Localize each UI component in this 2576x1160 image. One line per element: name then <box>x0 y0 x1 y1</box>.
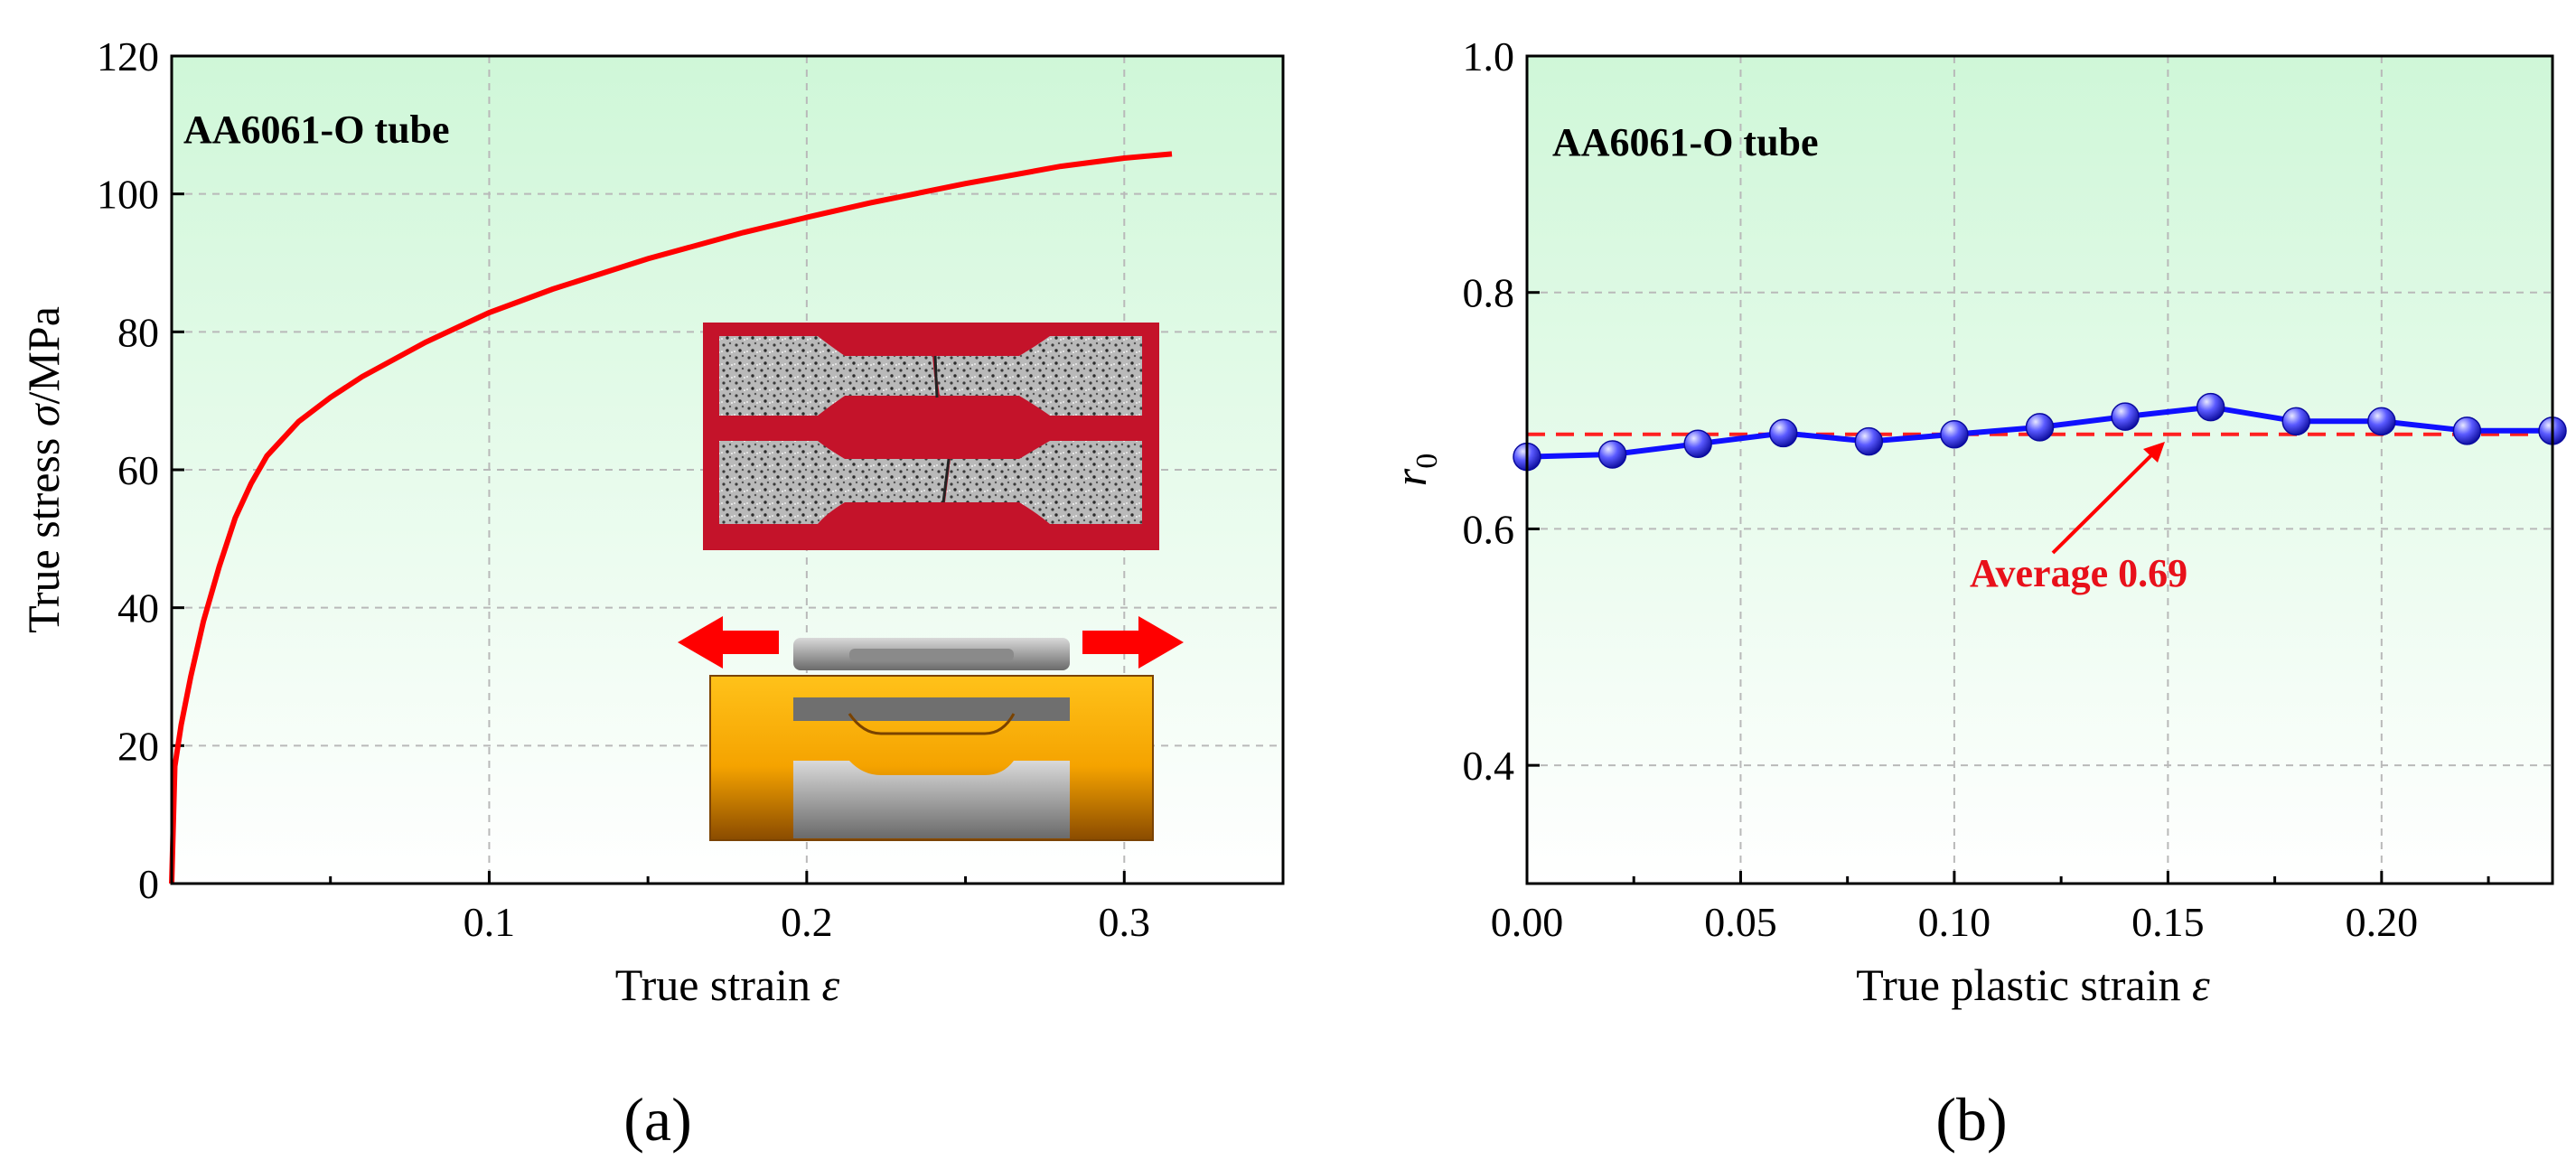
panel-b-y-tick-label: 0.8 <box>1463 270 1515 316</box>
panel-b-y-tick-label: 0.6 <box>1463 506 1515 552</box>
panel-a-y-tick-label: 80 <box>117 309 159 355</box>
panel-b-x-tick-label: 0.20 <box>2346 899 2419 945</box>
panel-a-x-tick-label: 0.1 <box>464 899 516 945</box>
panel-b-plot-background <box>1527 56 2553 884</box>
panel-b-x-axis-label: True plastic strain ε <box>1856 959 2210 1010</box>
r0-data-point <box>2367 407 2396 436</box>
r0-series-points <box>1513 392 2567 472</box>
panel-a-y-tick-label: 100 <box>97 172 159 218</box>
r0-data-point <box>2196 392 2225 422</box>
panel-a-x-tick-label: 0.3 <box>1099 899 1151 945</box>
panel-b-x-tick-label: 0.05 <box>1704 899 1777 945</box>
panel-a-ticks: 0.1 0.2 0.3 0 20 40 60 80 100 120 <box>97 33 1150 945</box>
panel-a-y-tick-label: 20 <box>117 723 159 769</box>
panel-b-annotation: AA6061-O tube <box>1552 120 1819 164</box>
panel-b-ticks: 0.00 0.05 0.10 0.15 0.20 0.4 0.6 0.8 1.0 <box>1463 33 2490 945</box>
panel-b-frame <box>1525 54 2554 885</box>
panel-a-y-tick-label: 60 <box>117 447 159 493</box>
left-pull-arrow <box>678 616 779 669</box>
tube-specimen-schematic <box>709 638 1154 841</box>
panel-b-x-tick-label: 0.00 <box>1491 899 1564 945</box>
panel-b-x-tick-label: 0.15 <box>2131 899 2205 945</box>
panel-a-annotation: AA6061-O tube <box>183 108 450 152</box>
panel-b-y-axis-label: r0 <box>1385 454 1444 486</box>
specimen-photo-inset <box>703 323 1159 550</box>
r0-data-point <box>1854 426 1884 456</box>
panel-a-y-tick-label: 0 <box>138 861 159 907</box>
stress-strain-curve <box>169 151 1173 884</box>
panel-a-caption: (a) <box>623 1085 691 1154</box>
panel-b-y-tick-label: 0.4 <box>1463 743 1515 789</box>
panel-a: 0.1 0.2 0.3 0 20 40 60 80 100 120 <box>18 33 1285 1154</box>
r0-data-point <box>2111 402 2140 431</box>
panel-a-y-axis-label: True stress σ/MPa <box>18 306 69 633</box>
r0-data-point <box>2281 407 2310 436</box>
right-pull-arrow <box>1082 616 1184 669</box>
r0-data-point <box>1940 419 1969 449</box>
panel-b-x-tick-label: 0.10 <box>1918 899 1991 945</box>
average-arrow <box>2051 442 2165 555</box>
r0-data-point <box>2025 413 2055 442</box>
panel-a-frame <box>170 54 1285 885</box>
panel-b-caption: (b) <box>1935 1085 2007 1154</box>
panel-b: 0.00 0.05 0.10 0.15 0.20 0.4 0.6 0.8 1.0 Average… <box>1385 33 2567 1154</box>
r0-data-point <box>1597 440 1627 469</box>
panel-b-y-tick-label: 1.0 <box>1463 33 1515 80</box>
r0-data-point <box>1683 429 1712 458</box>
panel-a-x-axis-label: True strain ε <box>615 959 840 1010</box>
panel-a-x-tick-label: 0.2 <box>781 899 833 945</box>
panel-a-y-tick-label: 40 <box>117 585 159 631</box>
r0-data-point <box>1769 418 1798 448</box>
average-label: Average 0.69 <box>1970 551 2187 595</box>
r0-data-point <box>2452 416 2482 445</box>
panel-b-grid <box>1527 56 2553 884</box>
panel-a-y-tick-label: 120 <box>97 33 159 80</box>
